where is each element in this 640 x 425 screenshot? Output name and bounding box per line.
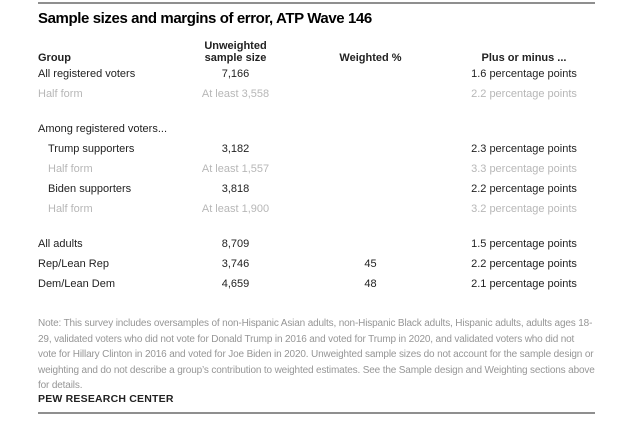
weighted-cell	[288, 234, 453, 254]
col-header-weighted: Weighted %	[339, 52, 402, 64]
row-all-adults: All adults 8,709 1.5 percentage points	[38, 234, 595, 254]
moe-cell: 3.3 percentage points	[471, 163, 577, 175]
moe-cell: 2.2 percentage points	[471, 183, 577, 195]
moe-cell: 2.2 percentage points	[471, 258, 577, 270]
moe-cell: 2.1 percentage points	[471, 278, 577, 290]
weighted-cell: 45	[364, 258, 377, 270]
unweighted-cell: At least 3,558	[201, 88, 270, 100]
group-cell: Trump supporters	[48, 143, 135, 155]
footnote: Note: This survey includes oversamples o…	[38, 318, 595, 391]
unweighted-cell: 3,818	[221, 183, 250, 195]
table-header-row: Group Unweighted sample size Weighted % …	[38, 36, 595, 64]
unweighted-cell: 3,182	[221, 143, 250, 155]
unweighted-cell: 3,746	[221, 258, 250, 270]
bottom-divider	[38, 412, 595, 414]
row-section-among-registered-voters: Among registered voters...	[38, 119, 595, 139]
unweighted-cell: 8,709	[221, 238, 250, 250]
weighted-cell	[288, 84, 453, 104]
col-header-unweighted: Unweighted sample size	[204, 40, 267, 64]
group-cell: All adults	[38, 238, 83, 250]
moe-cell	[453, 119, 595, 139]
moe-cell: 3.2 percentage points	[471, 203, 577, 215]
weighted-cell	[288, 139, 453, 159]
spacer-row	[38, 104, 595, 119]
group-cell: All registered voters	[38, 68, 136, 80]
weighted-cell	[288, 199, 453, 219]
col-header-group: Group	[38, 52, 71, 64]
row-all-registered-voters: All registered voters 7,166 1.6 percenta…	[38, 64, 595, 84]
moe-cell: 2.3 percentage points	[471, 143, 577, 155]
group-cell: Half form	[48, 163, 93, 175]
row-half-form-registered: Half form At least 3,558 2.2 percentage …	[38, 84, 595, 104]
sample-size-table: Group Unweighted sample size Weighted % …	[38, 36, 595, 294]
unweighted-cell	[183, 119, 288, 139]
unweighted-cell: At least 1,557	[201, 163, 270, 175]
top-divider	[38, 2, 595, 4]
source-label: PEW RESEARCH CENTER	[38, 393, 174, 405]
row-rep-lean-rep: Rep/Lean Rep 3,746 45 2.2 percentage poi…	[38, 254, 595, 274]
row-half-form-trump: Half form At least 1,557 3.3 percentage …	[38, 159, 595, 179]
weighted-cell	[288, 64, 453, 84]
row-dem-lean-dem: Dem/Lean Dem 4,659 48 2.1 percentage poi…	[38, 274, 595, 294]
spacer-row	[38, 219, 595, 234]
weighted-cell: 48	[364, 278, 377, 290]
unweighted-cell: At least 1,900	[201, 203, 270, 215]
weighted-cell	[288, 159, 453, 179]
unweighted-cell: 7,166	[221, 68, 250, 80]
group-cell: Rep/Lean Rep	[38, 258, 109, 270]
group-cell: Half form	[38, 88, 83, 100]
weighted-cell	[288, 119, 453, 139]
col-header-moe: Plus or minus ...	[481, 52, 567, 64]
group-cell: Half form	[48, 203, 93, 215]
row-biden-supporters: Biden supporters 3,818 2.2 percentage po…	[38, 179, 595, 199]
moe-cell: 1.6 percentage points	[471, 68, 577, 80]
row-trump-supporters: Trump supporters 3,182 2.3 percentage po…	[38, 139, 595, 159]
weighted-cell	[288, 179, 453, 199]
row-half-form-biden: Half form At least 1,900 3.2 percentage …	[38, 199, 595, 219]
section-label-cell: Among registered voters...	[38, 123, 168, 135]
moe-cell: 1.5 percentage points	[471, 238, 577, 250]
group-cell: Dem/Lean Dem	[38, 278, 116, 290]
unweighted-cell: 4,659	[221, 278, 250, 290]
moe-cell: 2.2 percentage points	[471, 88, 577, 100]
group-cell: Biden supporters	[48, 183, 132, 195]
page-title: Sample sizes and margins of error, ATP W…	[38, 10, 372, 27]
